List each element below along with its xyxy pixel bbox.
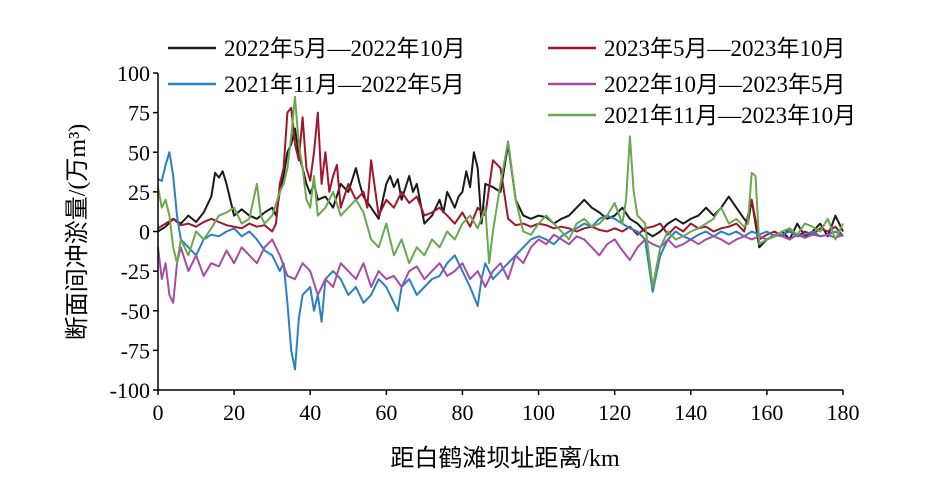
legend-label-1: 2022年5月—2022年10月	[224, 36, 466, 61]
series-line-4	[157, 233, 844, 304]
x-tick-label: 80	[451, 400, 473, 425]
legend-label-5: 2021年11月—2023年10月	[604, 103, 856, 128]
y-tick-label: -50	[121, 299, 150, 324]
legend-label-2: 2023年5月—2023年10月	[604, 36, 846, 61]
plot-lines	[157, 95, 844, 371]
legend: 2022年5月—2022年10月 2023年5月—2023年10月 2021年11月…	[168, 36, 856, 128]
y-tick-label: -75	[121, 338, 150, 363]
series-line-3	[157, 151, 844, 371]
x-tick-label: 40	[299, 400, 321, 425]
x-tick-label: 0	[153, 400, 164, 425]
x-tick-label: 20	[223, 400, 245, 425]
series-line-5	[157, 95, 844, 288]
y-tick-label: 100	[117, 61, 150, 86]
x-tick-label: 180	[827, 400, 860, 425]
x-tick-label: 120	[598, 400, 631, 425]
x-tick-label: 140	[674, 400, 707, 425]
y-axis-title: 断面间冲淤量/(万m³)	[64, 124, 91, 341]
x-axis-title: 距白鹤滩坝址距离/km	[390, 445, 620, 472]
y-tick-label: -25	[121, 259, 150, 284]
y-tick-label: 0	[139, 220, 150, 245]
legend-label-3: 2021年11月—2022年5月	[224, 72, 465, 97]
x-tick-label: 100	[522, 400, 555, 425]
legend-label-4: 2022年10月—2023年5月	[604, 72, 846, 97]
y-tick-label: 75	[128, 101, 150, 126]
y-tick-label: 50	[128, 140, 150, 165]
x-tick-label: 60	[375, 400, 397, 425]
y-tick-label: 25	[128, 180, 150, 205]
y-tick-label: -100	[110, 378, 150, 403]
x-tick-label: 160	[750, 400, 783, 425]
